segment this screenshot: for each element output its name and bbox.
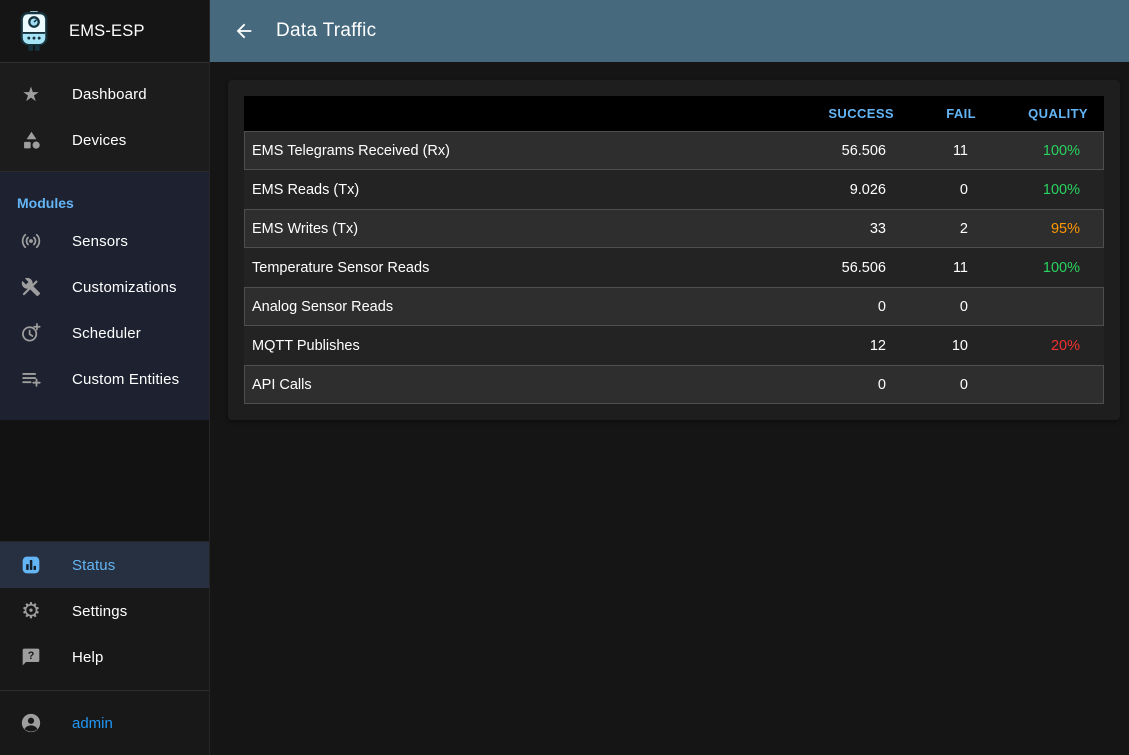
table-row: Analog Sensor Reads 0 0: [244, 287, 1104, 326]
row-fail-value: 2: [959, 220, 968, 237]
sidebar-item-devices[interactable]: Devices: [0, 117, 209, 163]
row-success-value: 56.506: [841, 259, 886, 276]
app-title: EMS-ESP: [69, 21, 145, 40]
row-success-value: 0: [877, 376, 886, 393]
crossed-tools-icon: [18, 277, 44, 297]
arrow-left-icon: [236, 23, 252, 39]
boiler-logo-icon: [20, 11, 48, 51]
row-label: Temperature Sensor Reads: [252, 259, 430, 276]
row-label: EMS Telegrams Received (Rx): [252, 142, 450, 159]
sidebar-item-label: Scheduler: [72, 324, 141, 342]
row-success-value: 9.026: [849, 181, 886, 198]
sidebar-bottom-group: Status ⚙ Settings ? Help: [0, 541, 209, 690]
back-button[interactable]: [224, 11, 264, 51]
modules-section-header: Modules: [17, 195, 74, 211]
table-row: EMS Writes (Tx) 33 2 95%: [244, 209, 1104, 248]
row-fail-value: 11: [952, 142, 968, 159]
column-header-success: SUCCESS: [828, 106, 894, 121]
column-header-quality: QUALITY: [1028, 106, 1088, 121]
sidebar: EMS-ESP ★ Dashboard Devices Modules: [0, 0, 210, 755]
app-logo-row: EMS-ESP: [0, 0, 209, 63]
sidebar-item-label: Status: [72, 556, 116, 574]
row-fail-value: 0: [959, 181, 968, 198]
sidebar-item-custom-entities[interactable]: Custom Entities: [0, 356, 209, 402]
gear-icon: ⚙: [21, 598, 41, 623]
row-label: EMS Writes (Tx): [252, 220, 359, 237]
row-label: API Calls: [252, 376, 312, 393]
row-quality-value: 100%: [1042, 259, 1080, 276]
sidebar-item-label: Settings: [72, 602, 128, 620]
table-row: EMS Telegrams Received (Rx) 56.506 11 10…: [244, 131, 1104, 170]
row-quality-value: 20%: [1050, 337, 1080, 354]
user-name: admin: [72, 714, 113, 732]
sidebar-item-settings[interactable]: ⚙ Settings: [0, 588, 209, 634]
row-fail-value: 0: [959, 376, 968, 393]
content-area: SUCCESS FAIL QUALITY EMS Telegrams Recei…: [210, 62, 1129, 755]
playlist-add-icon: [18, 368, 44, 390]
row-fail-value: 10: [951, 337, 968, 354]
account-circle-icon: [18, 712, 44, 734]
table-body: EMS Telegrams Received (Rx) 56.506 11 10…: [244, 131, 1104, 404]
table-row: API Calls 0 0: [244, 365, 1104, 404]
sidebar-main-group: ★ Dashboard Devices: [0, 63, 209, 172]
table-row: MQTT Publishes 12 10 20%: [244, 326, 1104, 365]
row-label: EMS Reads (Tx): [252, 181, 360, 198]
row-fail-value: 11: [952, 259, 968, 276]
row-quality-value: 95%: [1050, 220, 1080, 237]
sidebar-item-label: Sensors: [72, 232, 129, 250]
sidebar-item-label: Help: [72, 648, 104, 666]
sidebar-item-status[interactable]: Status: [0, 542, 209, 588]
sidebar-item-label: Devices: [72, 131, 127, 149]
data-traffic-card: SUCCESS FAIL QUALITY EMS Telegrams Recei…: [228, 80, 1120, 420]
column-header-fail: FAIL: [946, 106, 976, 121]
sidebar-item-dashboard[interactable]: ★ Dashboard: [0, 71, 209, 117]
row-success-value: 33: [869, 220, 886, 237]
data-traffic-table: SUCCESS FAIL QUALITY EMS Telegrams Recei…: [244, 96, 1104, 404]
sidebar-item-scheduler[interactable]: Scheduler: [0, 310, 209, 356]
category-shapes-icon: [18, 130, 44, 151]
sidebar-item-label: Custom Entities: [72, 370, 180, 388]
row-success-value: 0: [877, 298, 886, 315]
sidebar-modules-group: Modules Sensors: [0, 172, 209, 420]
svg-text:?: ?: [28, 650, 35, 662]
sidebar-divider: [0, 690, 209, 691]
sidebar-item-label: Dashboard: [72, 85, 147, 103]
sensors-antenna-icon: [18, 230, 44, 252]
sidebar-item-sensors[interactable]: Sensors: [0, 218, 209, 264]
row-label: Analog Sensor Reads: [252, 298, 394, 315]
page-title: Data Traffic: [276, 20, 377, 41]
row-quality-value: 100%: [1042, 181, 1080, 198]
help-bubble-icon: ?: [18, 647, 44, 667]
table-row: Temperature Sensor Reads 56.506 11 100%: [244, 248, 1104, 287]
row-success-value: 56.506: [841, 142, 886, 159]
page-header: Data Traffic: [210, 0, 1129, 62]
sidebar-item-help[interactable]: ? Help: [0, 634, 209, 680]
sidebar-spacer: [0, 420, 209, 541]
bar-chart-icon: [18, 555, 44, 575]
row-success-value: 12: [869, 337, 886, 354]
table-header-row: SUCCESS FAIL QUALITY: [244, 96, 1104, 131]
row-label: MQTT Publishes: [252, 337, 360, 354]
table-row: EMS Reads (Tx) 9.026 0 100%: [244, 170, 1104, 209]
sidebar-user-admin[interactable]: admin: [0, 691, 209, 755]
main-area: Data Traffic SUCCESS FAIL QUALITY EMS Te…: [210, 0, 1129, 755]
star-icon: ★: [22, 83, 40, 106]
clock-plus-icon: [18, 322, 44, 344]
sidebar-item-customizations[interactable]: Customizations: [0, 264, 209, 310]
sidebar-item-label: Customizations: [72, 278, 177, 296]
row-quality-value: 100%: [1042, 142, 1080, 159]
row-fail-value: 0: [959, 298, 968, 315]
